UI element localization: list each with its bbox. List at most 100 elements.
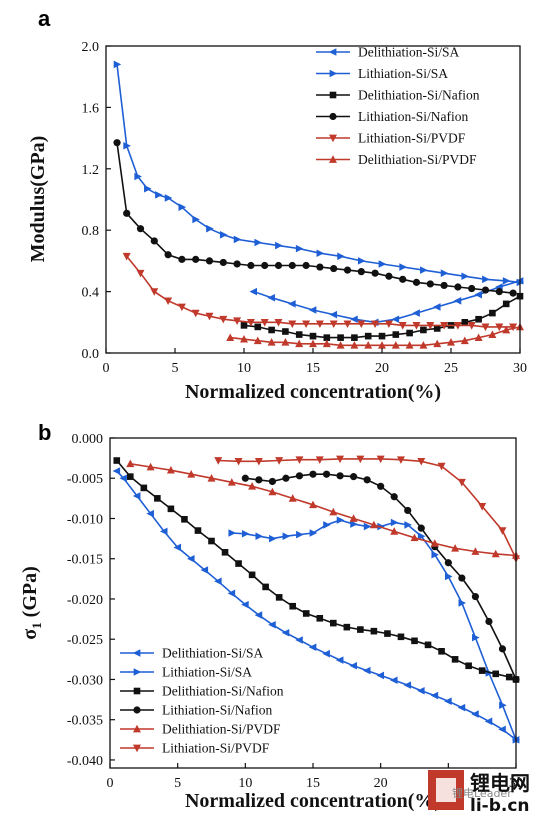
series-delithiation-si-sa xyxy=(249,277,524,327)
data-point xyxy=(370,627,378,635)
data-point xyxy=(167,505,175,513)
data-point xyxy=(417,686,425,695)
data-point xyxy=(192,255,200,263)
data-point xyxy=(173,543,182,552)
data-point xyxy=(451,544,460,552)
data-point xyxy=(488,330,497,338)
x-tick-label: 20 xyxy=(374,776,388,791)
legend-item: Lithiation-Si/Nafion xyxy=(120,703,272,718)
data-point xyxy=(146,462,155,471)
data-point xyxy=(378,332,386,340)
y-tick-label: -0.030 xyxy=(67,673,103,688)
data-point xyxy=(426,322,435,330)
data-point xyxy=(467,322,476,330)
data-point xyxy=(295,456,304,464)
data-point xyxy=(357,320,366,329)
series-line xyxy=(230,326,521,347)
data-point xyxy=(349,662,357,670)
data-point xyxy=(376,455,385,464)
y-tick-label: 0.000 xyxy=(72,432,104,447)
legend-marker xyxy=(329,91,337,99)
series-lithiation-si-nafion xyxy=(113,139,517,297)
data-point xyxy=(489,309,496,317)
data-point xyxy=(364,341,373,349)
data-point xyxy=(192,215,200,224)
data-point xyxy=(281,338,290,346)
data-point xyxy=(309,339,317,348)
data-point xyxy=(233,235,242,244)
data-point xyxy=(282,328,289,335)
data-point xyxy=(288,494,297,502)
data-point xyxy=(288,320,297,329)
data-point xyxy=(357,626,364,633)
x-tick-label: 25 xyxy=(444,361,458,376)
data-point xyxy=(282,474,290,482)
legend-marker xyxy=(133,744,141,753)
x-axis-title-b: Normalized concentration(%) xyxy=(185,790,441,812)
data-point xyxy=(240,322,248,329)
data-point xyxy=(384,320,393,329)
data-point xyxy=(295,244,304,253)
data-point xyxy=(411,637,418,645)
data-point xyxy=(502,277,511,285)
data-point xyxy=(282,532,291,540)
data-point xyxy=(440,269,449,277)
x-tick-label: 15 xyxy=(306,776,320,791)
data-point xyxy=(433,303,441,311)
legend-item: Delithiation-Si/Nafion xyxy=(120,684,284,699)
series-line xyxy=(116,470,517,741)
legend-item: Delithiation-Si/PVDF xyxy=(316,152,477,167)
data-point xyxy=(288,300,296,308)
data-point xyxy=(385,272,393,280)
data-point xyxy=(329,310,338,319)
data-point xyxy=(330,264,338,273)
plot-frame-b xyxy=(109,437,517,769)
legend-marker xyxy=(329,134,337,143)
series-line xyxy=(130,463,517,557)
series-delithiation-si-nafion xyxy=(240,292,524,341)
data-point xyxy=(248,571,256,579)
data-point xyxy=(322,470,331,478)
x-tick-label: 5 xyxy=(172,361,179,376)
data-point xyxy=(412,278,421,286)
legend-label: Delithiation-Si/PVDF xyxy=(162,722,281,737)
data-point xyxy=(390,493,398,501)
data-point xyxy=(430,539,439,547)
legend-a: Delithiation-Si/SA Lithiation-Si/SA Delith… xyxy=(316,45,480,167)
y-tick-label: -0.025 xyxy=(67,633,103,648)
data-point xyxy=(181,515,188,523)
data-point xyxy=(461,319,469,326)
data-point xyxy=(221,548,229,556)
legend-item: Delithiation-Si/PVDF xyxy=(120,722,281,737)
data-point xyxy=(315,320,324,329)
data-point xyxy=(302,610,310,617)
data-point xyxy=(471,547,480,555)
series-lithiation-si-pvdf xyxy=(214,455,520,563)
data-point xyxy=(316,249,325,258)
data-point xyxy=(350,341,359,349)
chart-panel-b: b 0510152025300.000-0.005-0.010-0.015-0.… xyxy=(19,420,523,812)
data-point xyxy=(371,320,380,329)
data-point xyxy=(495,288,503,296)
data-point xyxy=(136,269,145,278)
data-point xyxy=(123,209,131,217)
data-point xyxy=(228,529,236,537)
data-point xyxy=(255,476,263,484)
x-tick-label: 0 xyxy=(103,361,110,376)
data-point xyxy=(323,334,331,341)
data-point xyxy=(219,315,228,324)
data-point xyxy=(254,611,263,619)
data-point xyxy=(119,474,127,483)
y-tick-label: 1.2 xyxy=(82,163,100,178)
data-point xyxy=(474,333,483,342)
data-point xyxy=(362,666,371,675)
data-point xyxy=(233,260,241,268)
data-point xyxy=(248,482,257,490)
legend-marker xyxy=(133,724,141,733)
data-point xyxy=(371,269,379,277)
data-point xyxy=(460,336,469,345)
x-tick-label: 5 xyxy=(174,776,181,791)
data-point xyxy=(295,339,304,348)
data-point xyxy=(112,467,121,475)
